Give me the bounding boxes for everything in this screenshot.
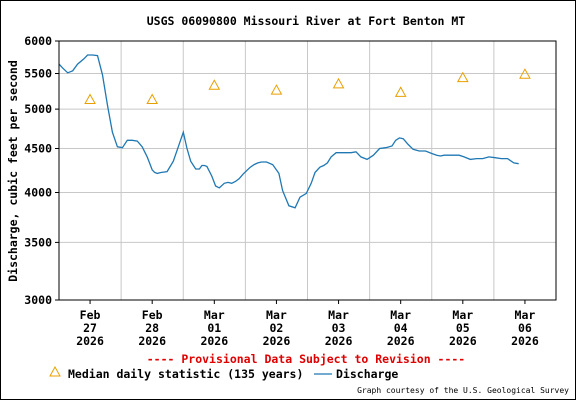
x-tick-label: Mar: [515, 308, 536, 322]
y-tick-label: 6000: [24, 34, 52, 48]
x-tick-label: Mar: [328, 308, 349, 322]
y-tick-label: 4500: [24, 141, 52, 155]
legend-triangle-symbol: [49, 365, 61, 377]
median-point: [208, 79, 221, 90]
x-tick-label: 28: [145, 321, 159, 335]
x-tick-label: 2026: [200, 334, 228, 348]
grid-lines: [59, 40, 556, 301]
x-tick-label: 01: [207, 321, 221, 335]
x-tick-label: Feb: [80, 308, 101, 322]
x-tick-label: 2026: [76, 334, 104, 348]
x-tick-label: Mar: [266, 308, 287, 322]
median-point: [270, 84, 283, 95]
y-tick-label: 3000: [24, 293, 52, 307]
y-tick-label: 3500: [24, 235, 52, 249]
legend-discharge-label: Discharge: [336, 367, 398, 381]
discharge-line: [58, 54, 519, 209]
x-tick-label: 2026: [138, 334, 166, 348]
x-axis-ticks: Feb272026Feb282026Mar012026Mar022026Mar0…: [76, 300, 539, 348]
x-tick-label: Feb: [142, 308, 163, 322]
legend: Median daily statistic (135 years) Discha…: [49, 365, 398, 381]
x-tick-label: 2026: [511, 334, 539, 348]
x-tick-label: Mar: [204, 308, 225, 322]
plot-area-border: [58, 40, 557, 301]
x-tick-label: Mar: [390, 308, 411, 322]
x-tick-label: 04: [394, 321, 408, 335]
x-tick-label: Mar: [452, 308, 473, 322]
median-point: [146, 93, 159, 105]
series-layer: [58, 54, 531, 209]
x-tick-label: 05: [456, 321, 470, 335]
y-tick-label: 5500: [24, 67, 52, 81]
x-tick-label: 02: [270, 321, 284, 335]
x-tick-label: 2026: [387, 334, 415, 348]
median-point: [456, 71, 469, 83]
y-tick-label: 4000: [24, 186, 52, 200]
chart-title: USGS 06090800 Missouri River at Fort Ben…: [147, 14, 466, 28]
median-point: [332, 77, 345, 89]
x-tick-label: 03: [332, 321, 346, 335]
x-tick-label: 27: [83, 321, 97, 335]
y-axis-label: Discharge, cubic feet per second: [6, 60, 20, 282]
y-axis-ticks: 3000 3500 4000 4500 5000 5500 6000: [24, 34, 59, 307]
median-point: [84, 93, 96, 105]
median-point: [394, 86, 407, 97]
median-point: [519, 68, 531, 79]
x-tick-label: 06: [518, 321, 532, 335]
credit-text: Graph courtesy of the U.S. Geological Su…: [357, 386, 569, 395]
provisional-notice: ---- Provisional Data Subject to Revisio…: [147, 352, 466, 366]
legend-median-label: Median daily statistic (135 years): [68, 367, 303, 381]
x-tick-label: 2026: [449, 334, 477, 348]
x-tick-label: 2026: [263, 334, 291, 348]
y-tick-label: 5000: [24, 102, 52, 116]
x-tick-label: 2026: [325, 334, 353, 348]
